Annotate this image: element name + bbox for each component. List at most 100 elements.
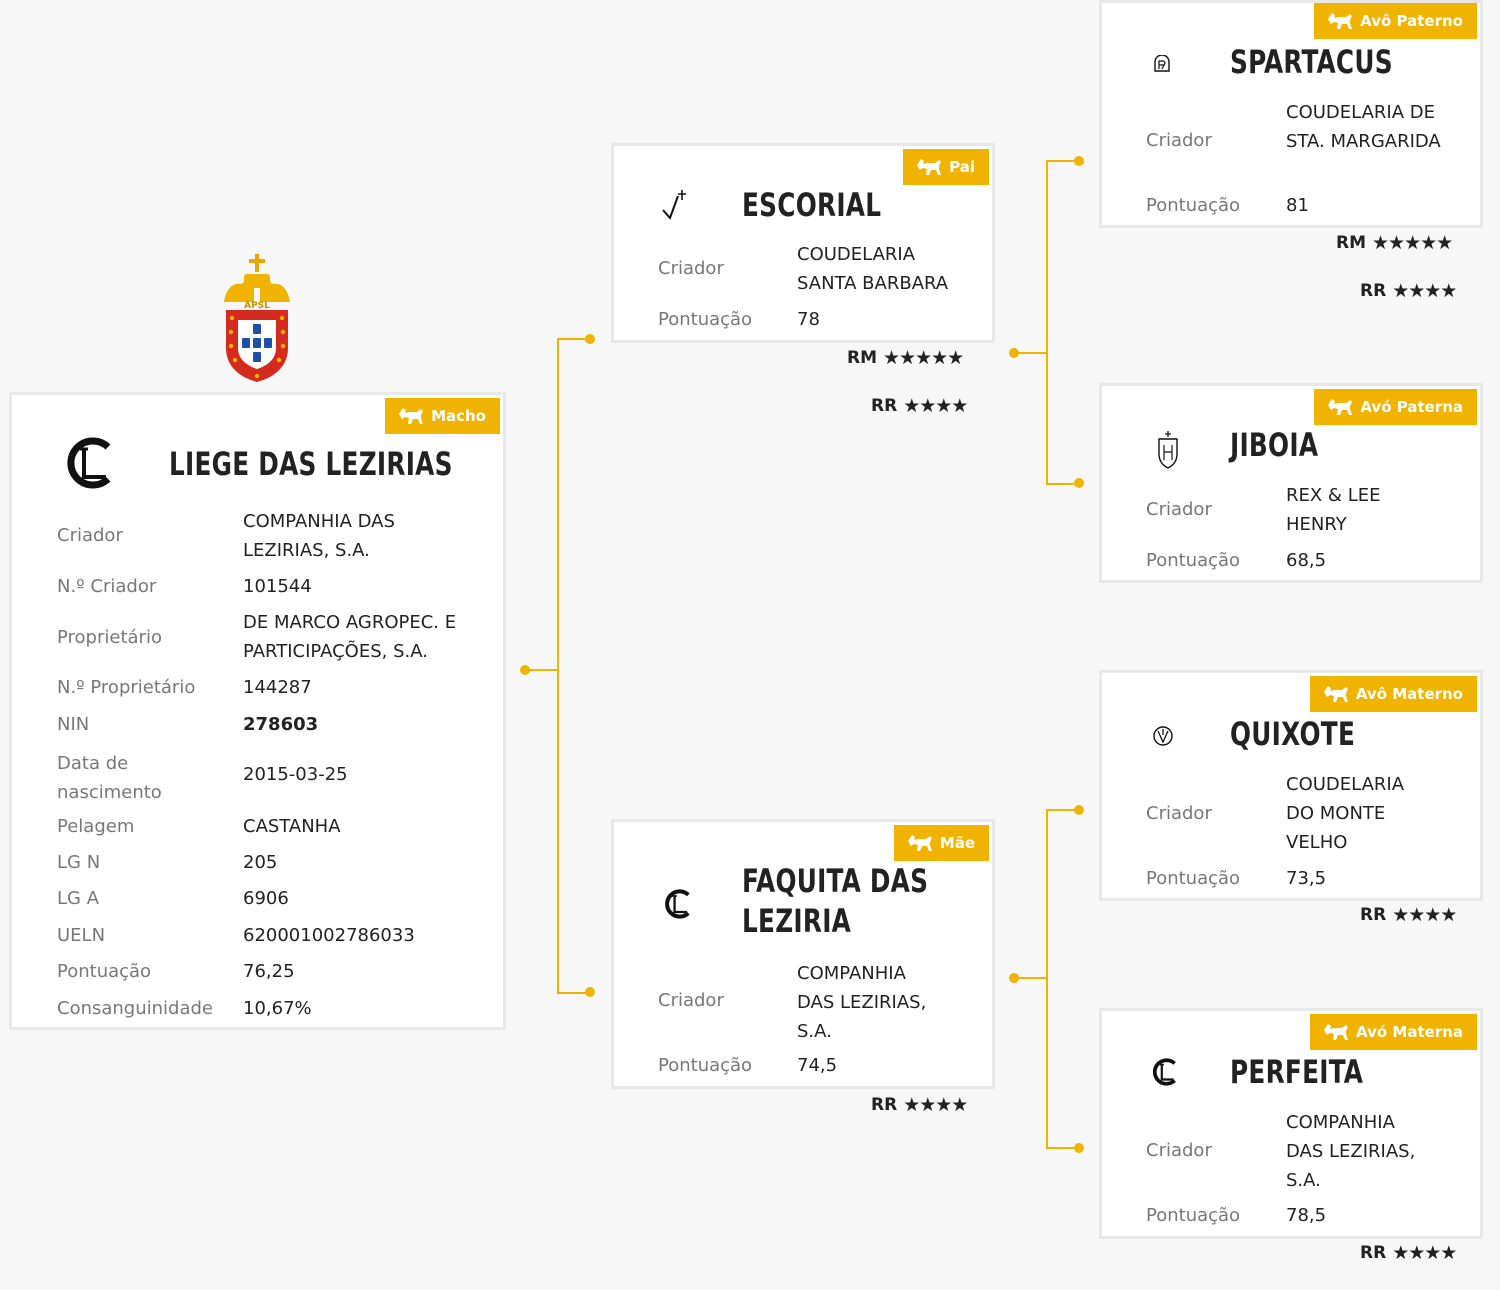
pontuacao-label: Pontuação [1146,1205,1241,1226]
criador-value: COUDELARIA SANTA BARBARA [797,244,949,294]
rating-label: RR [1360,905,1387,925]
field-label: N.º Proprietário [57,677,196,698]
criador-label: Criador [658,258,724,279]
dam-rating-rr: RR ★★★★ [871,1094,968,1116]
rating-label: RR [1360,1243,1387,1263]
field-value: 10,67% [243,998,312,1019]
connector-dot [1074,478,1084,488]
field-label: Pelagem [57,816,135,837]
circle-v-brand-icon [1152,725,1174,751]
badge-label: Avó Paterna [1360,398,1463,416]
mg-sire-rating-rr: RR ★★★★ [1360,904,1457,926]
sire-card[interactable]: Pai ESCORIAL Criador COUDELARIA SANTA BA… [611,143,995,343]
field-value: COMPANHIA DAS LEZIRIAS, S.A. [243,511,395,561]
horse-icon [1324,1024,1349,1040]
star-icon: ★★★★ [1392,1242,1457,1264]
pg-dam-badge: Avó Paterna [1314,389,1477,425]
field-label: LG A [57,888,100,909]
connector-line [557,338,559,993]
rating-label: RM [1336,233,1367,253]
horse-name: SPARTACUS [1230,43,1393,81]
apsl-coat-of-arms-icon: APSL [224,254,290,382]
field-label: Pontuação [57,961,152,982]
mg-sire-badge: Avô Materno [1309,676,1477,712]
horse-icon [1328,399,1353,415]
cl-brand-icon [662,888,694,924]
pontuacao-value: 73,5 [1286,868,1327,889]
badge-label: Avô Materno [1355,685,1463,703]
maternal-granddam-card[interactable]: Avó Materna PERFEITA Criador COMPANHIA D… [1099,1008,1483,1239]
connector-dot [1074,805,1084,815]
horse-icon [907,835,932,851]
field-label: UELN [57,925,106,946]
cl-brand-icon [1150,1057,1180,1091]
shield-h-brand-icon [1156,430,1180,474]
field-label: N.º Criador [57,576,157,597]
rating-label: RM [847,348,878,368]
criador-value: COMPANHIA DAS LEZIRIAS, S.A. [797,963,927,1042]
pg-sire-rating-rr: RR ★★★★ [1360,280,1457,302]
field-value: 205 [243,852,278,873]
pg-sire-rating-rm: RM ★★★★★ [1336,232,1453,254]
horse-icon [917,159,942,175]
pontuacao-value: 81 [1286,195,1309,216]
star-icon: ★★★★ [1392,280,1457,302]
apsl-emblem: APSL [220,252,294,384]
rating-label: RR [871,1095,898,1115]
connector-line [557,992,590,994]
badge-label: Macho [431,407,486,425]
main-horse-card[interactable]: Macho LIEGE DAS LEZIRIAS Criador COMPANH… [9,392,506,1030]
paternal-grandsire-card[interactable]: Avô Paterno SPARTACUS Criador COUDELARIA… [1099,0,1483,228]
field-value: DE MARCO AGROPEC. E PARTICIPAÇÕES, S.A. [243,612,457,662]
star-icon: ★★★★★ [883,347,964,369]
criador-label: Criador [1146,1140,1212,1161]
horse-name: PERFEITA [1230,1053,1364,1091]
dam-badge: Mãe [893,825,989,861]
connector-line [1046,809,1048,1148]
field-label: NIN [57,714,90,735]
field-value: 144287 [243,677,312,698]
field-value: 6906 [243,888,289,909]
horse-icon [399,408,424,424]
horse-name-line1: FAQUITA DAS [742,862,929,900]
pontuacao-value: 68,5 [1286,550,1327,571]
horse-name: JIBOIA [1230,426,1319,464]
pontuacao-label: Pontuação [658,1055,753,1076]
svg-text:APSL: APSL [244,301,270,311]
criador-label: Criador [1146,499,1212,520]
maternal-grandsire-card[interactable]: Avô Materno QUIXOTE Criador COUDELARIA D… [1099,670,1483,901]
field-label: Data de nascimento [57,753,162,803]
paternal-granddam-card[interactable]: Avó Paterna JIBOIA Criador REX & LEE HEN… [1099,383,1483,583]
rating-label: RR [871,396,898,416]
sex-badge: Macho [385,398,500,434]
connector-line [557,338,590,340]
sire-badge: Pai [903,149,989,185]
connector-line [1046,160,1079,162]
check-cross-brand-icon [660,188,694,232]
horse-icon [1323,686,1348,702]
criador-label: Criador [1146,803,1212,824]
field-value: 101544 [243,576,312,597]
criador-label: Criador [658,990,724,1011]
field-value: CASTANHA [243,816,341,837]
connector-dot [585,334,595,344]
horse-name: LIEGE DAS LEZIRIAS [169,445,453,483]
connector-line [1046,809,1079,811]
star-icon: ★★★★ [903,395,968,417]
horse-name: QUIXOTE [1230,715,1356,753]
field-label: LG N [57,852,101,873]
connector-line [1046,160,1048,484]
horse-name-line2: LEZIRIA [742,902,852,940]
pontuacao-label: Pontuação [1146,868,1241,889]
sire-rating-rm: RM ★★★★★ [847,347,964,369]
badge-label: Mãe [939,834,975,852]
connector-dot [1074,156,1084,166]
dam-card[interactable]: Mãe FAQUITA DAS LEZIRIA Criador COMPANHI… [611,819,995,1089]
connector-dot [585,987,595,997]
pontuacao-label: Pontuação [1146,550,1241,571]
criador-value: REX & LEE HENRY [1286,485,1381,535]
connector-dot [1074,1143,1084,1153]
field-value: 620001002786033 [243,925,415,946]
connector-line [1046,1147,1079,1149]
pontuacao-value: 78 [797,309,820,330]
